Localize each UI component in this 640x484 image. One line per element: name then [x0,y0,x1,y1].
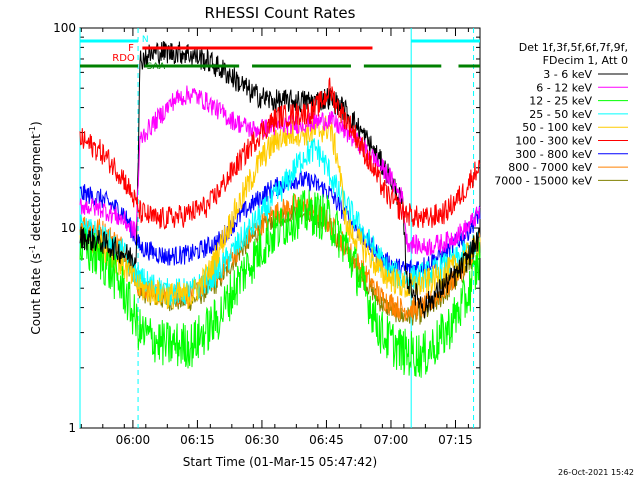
legend-item-label: 12 - 25 keV [529,95,592,108]
x-tick-label: 07:15 [438,433,473,447]
legend-item-label: 25 - 50 keV [529,108,592,121]
x-tick-label: 06:45 [309,433,344,447]
legend-header-line2: FDecim 1, Att 0 [543,54,628,67]
legend-header-line1: Det 1f,3f,5f,6f,7f,9f, [519,41,628,54]
footer-timestamp: 26-Oct-2021 15:42 [558,468,634,477]
legend-item-label: 100 - 300 keV [515,135,592,148]
status-flag-label: N [142,35,149,45]
legend-item-label: 6 - 12 keV [536,81,592,94]
x-tick-label: 07:00 [374,433,409,447]
status-flag-label: RDO [112,53,135,64]
x-tick-label: 06:30 [245,433,280,447]
series-line [79,115,481,310]
y-tick-label: 10 [61,221,76,235]
x-tick-label: 06:15 [180,433,215,447]
y-tick-label: 1 [68,421,76,435]
status-flag-label: F [128,43,134,54]
series-line [79,85,481,257]
plot-layer: 1 10 100 06:00 06:15 06:30 06:45 07:00 07:15 NFRD… [53,21,481,447]
legend-item-label: 300 - 800 keV [515,148,592,161]
series-line [79,41,481,319]
status-flag-label: SAA [147,62,166,72]
series-line [79,77,481,230]
x-axis-label: Start Time (01-Mar-15 05:47:42) [183,455,377,469]
chart-title: RHESSI Count Rates [205,4,356,22]
x-tick-label: 06:00 [116,433,151,447]
legend-item-label: 7000 - 15000 keV [494,174,592,187]
y-tick-label: 100 [53,21,76,35]
legend-item-label: 800 - 7000 keV [508,161,592,174]
y-axis-label: Count Rate (s-1 detector segment-1) [28,121,43,334]
series-line [79,189,481,378]
legend-item-label: 3 - 6 keV [543,68,592,81]
legend-item-label: 50 - 100 keV [522,121,592,134]
